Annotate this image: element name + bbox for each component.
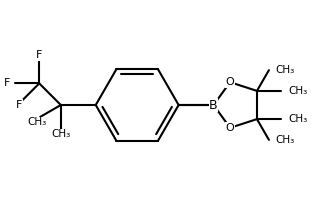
Text: O: O [226, 123, 234, 133]
Text: F: F [16, 100, 22, 110]
Text: CH₃: CH₃ [27, 117, 46, 127]
Text: CH₃: CH₃ [275, 65, 295, 75]
Text: CH₃: CH₃ [275, 135, 295, 145]
Text: O: O [226, 77, 234, 87]
Text: F: F [36, 50, 42, 60]
Text: CH₃: CH₃ [51, 129, 71, 139]
Text: F: F [3, 78, 10, 88]
Text: B: B [209, 98, 218, 112]
Text: CH₃: CH₃ [288, 86, 308, 96]
Text: CH₃: CH₃ [288, 114, 308, 124]
